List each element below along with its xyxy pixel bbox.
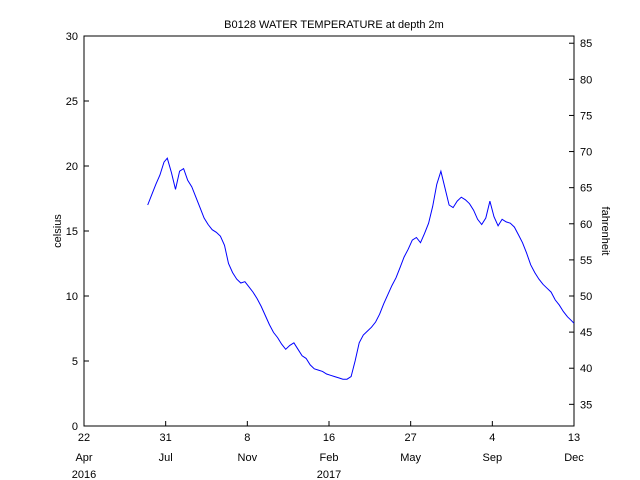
y-tick-label: 5	[72, 356, 78, 368]
x-year-label: 2017	[317, 469, 341, 480]
y-tick-label: 20	[66, 161, 78, 173]
x-tick-month-label: Nov	[238, 452, 258, 464]
right-y-axis: 35 40 45 50 55 60 65 70 75 80 85	[569, 38, 592, 411]
y-right-tick-label: 70	[580, 147, 592, 159]
y-right-tick-label: 50	[580, 291, 592, 303]
y-right-tick-label: 60	[580, 219, 592, 231]
y-right-tick-label: 65	[580, 183, 592, 195]
x-tick-day-label: 8	[244, 432, 250, 444]
plot-frame	[83, 35, 575, 427]
x-tick-day-label: 31	[160, 432, 172, 444]
x-tick-month-label: Apr	[75, 452, 92, 464]
y-axis-label-fahrenheit: fahrenheit	[599, 207, 611, 256]
x-tick-month-label: Feb	[320, 452, 339, 464]
x-tick-day-label: 13	[568, 432, 580, 444]
x-tick-day-label: 4	[489, 432, 495, 444]
x-tick-month-label: Sep	[483, 452, 503, 464]
y-right-tick-label: 40	[580, 363, 592, 375]
x-tick-month-label: May	[400, 452, 421, 464]
y-tick-label: 25	[66, 96, 78, 108]
x-tick-month-label: Jul	[159, 452, 173, 464]
temperature-series-line	[147, 157, 575, 380]
x-tick-month-label: Dec	[564, 452, 584, 464]
y-tick-label: 15	[66, 226, 78, 238]
x-year-label: 2016	[72, 469, 96, 480]
y-tick-label: 30	[66, 31, 78, 43]
y-right-tick-label: 80	[580, 74, 592, 86]
y-right-tick-label: 55	[580, 255, 592, 267]
x-tick-day-label: 27	[405, 432, 417, 444]
y-right-tick-label: 35	[580, 399, 592, 411]
y-right-tick-label: 75	[580, 110, 592, 122]
y-tick-label: 0	[72, 421, 78, 433]
y-tick-label: 10	[66, 291, 78, 303]
left-y-axis: 0 5 10 15 20 25 30	[66, 31, 89, 433]
y-axis-label-celsius: celsius	[52, 214, 64, 248]
y-right-tick-label: 85	[580, 38, 592, 50]
chart-title: B0128 WATER TEMPERATURE at depth 2m	[224, 19, 444, 31]
x-axis: 22 Apr 31 Jul 8 Nov 16 Feb 27 May 4 Sep 13 Dec 2016 201…	[72, 421, 584, 480]
x-tick-day-label: 16	[323, 432, 335, 444]
x-tick-day-label: 22	[78, 432, 90, 444]
y-right-tick-label: 45	[580, 327, 592, 339]
